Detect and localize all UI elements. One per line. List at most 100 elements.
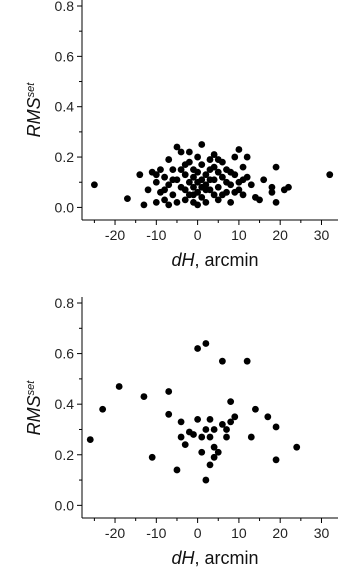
x-tick-label: -20 xyxy=(105,525,125,541)
data-point xyxy=(124,195,131,203)
data-point xyxy=(190,183,197,191)
data-point xyxy=(272,198,280,206)
x-axis-label: dH, arcmin xyxy=(171,548,258,568)
data-point xyxy=(202,426,210,433)
x-tick-label: 30 xyxy=(314,525,330,541)
data-point xyxy=(198,176,206,184)
data-point xyxy=(218,357,226,365)
y-tick-label: 0.0 xyxy=(55,497,75,513)
data-point xyxy=(152,198,160,206)
scatter-panel-bottom: -20 -10 0 10 20 300.00.20.40.60.8 dH, arcmin … xyxy=(24,295,338,568)
data-point xyxy=(214,196,222,204)
data-point xyxy=(190,173,197,181)
data-point xyxy=(165,410,173,418)
data-point xyxy=(198,448,206,456)
data-point xyxy=(264,413,272,421)
data-point xyxy=(223,433,230,441)
data-point xyxy=(148,453,156,461)
data-point xyxy=(194,201,202,209)
data-point xyxy=(181,186,189,194)
data-point xyxy=(272,456,280,464)
data-point xyxy=(198,193,206,201)
data-point xyxy=(227,168,235,176)
axes xyxy=(77,0,338,225)
data-point xyxy=(198,161,206,169)
data-point xyxy=(268,183,276,191)
data-point xyxy=(185,148,193,156)
data-point xyxy=(198,433,206,441)
data-point xyxy=(194,168,202,176)
data-point xyxy=(227,418,235,426)
y-tick-label: 0.6 xyxy=(55,346,75,362)
data-point xyxy=(90,181,98,189)
x-tick-label: -20 xyxy=(105,227,125,243)
data-point xyxy=(210,443,218,451)
data-point xyxy=(165,156,173,163)
data-point xyxy=(194,415,202,423)
data-point xyxy=(202,198,210,206)
data-point xyxy=(210,191,218,199)
x-tick-label: 0 xyxy=(194,227,202,243)
data-point xyxy=(177,433,185,441)
data-point xyxy=(206,461,214,469)
data-point xyxy=(206,415,214,423)
x-tick-label: 0 xyxy=(194,525,202,541)
data-point xyxy=(218,191,226,199)
scatter-panel-top: -20 -10 0 10 20 300.00.20.40.60.8 dH, arcmin … xyxy=(24,0,338,270)
data-point xyxy=(165,388,173,395)
y-axis-label: RMSset xyxy=(24,380,44,436)
y-tick-label: 0.4 xyxy=(55,396,75,412)
data-point xyxy=(169,191,177,199)
data-point xyxy=(285,183,292,191)
data-point xyxy=(194,153,202,161)
tick-labels: -20 -10 0 10 20 30 0.0 0.2 0.4 0.6 0.8 xyxy=(55,0,330,243)
x-axis-label: dH, arcmin xyxy=(171,250,258,270)
data-point xyxy=(231,413,239,421)
data-point xyxy=(214,448,222,456)
data-point xyxy=(293,443,301,451)
data-point xyxy=(161,196,168,204)
y-tick-label: 0.2 xyxy=(55,447,75,463)
axes xyxy=(77,297,338,523)
data-point xyxy=(210,151,218,158)
data-point xyxy=(177,148,185,156)
y-tick-label: 0.2 xyxy=(55,149,75,165)
data-point xyxy=(190,191,197,199)
data-point xyxy=(210,453,218,461)
data-point xyxy=(185,178,193,186)
y-tick-label: 0.6 xyxy=(55,48,75,64)
data-point xyxy=(227,398,235,406)
data-point xyxy=(218,421,226,428)
x-tick-label: 20 xyxy=(272,227,288,243)
data-point xyxy=(165,201,173,209)
tick-labels: -20 -10 0 10 20 30 0.0 0.2 0.4 0.6 0.8 xyxy=(55,295,330,541)
data-point xyxy=(181,171,189,179)
x-tick-label: 20 xyxy=(272,525,288,541)
data-point xyxy=(206,433,214,441)
data-point xyxy=(243,357,251,365)
data-point xyxy=(136,171,144,179)
data-point xyxy=(231,188,239,196)
data-point xyxy=(181,441,189,449)
y-tick-label: 0.4 xyxy=(55,99,75,115)
data-point xyxy=(202,340,210,347)
data-points xyxy=(90,141,334,209)
x-tick-label: 10 xyxy=(231,525,247,541)
data-point xyxy=(165,181,173,189)
data-point xyxy=(239,163,247,171)
data-point xyxy=(214,156,222,163)
data-point xyxy=(169,176,177,184)
data-point xyxy=(140,393,148,400)
data-point xyxy=(247,433,255,441)
data-point xyxy=(231,153,239,161)
data-point xyxy=(227,181,235,189)
data-point xyxy=(268,188,276,196)
data-point xyxy=(235,146,243,153)
data-point xyxy=(181,196,189,204)
data-point xyxy=(181,161,189,169)
data-point xyxy=(161,173,168,181)
data-point xyxy=(173,198,181,206)
x-tick-label: -10 xyxy=(146,525,166,541)
data-point xyxy=(152,171,160,179)
